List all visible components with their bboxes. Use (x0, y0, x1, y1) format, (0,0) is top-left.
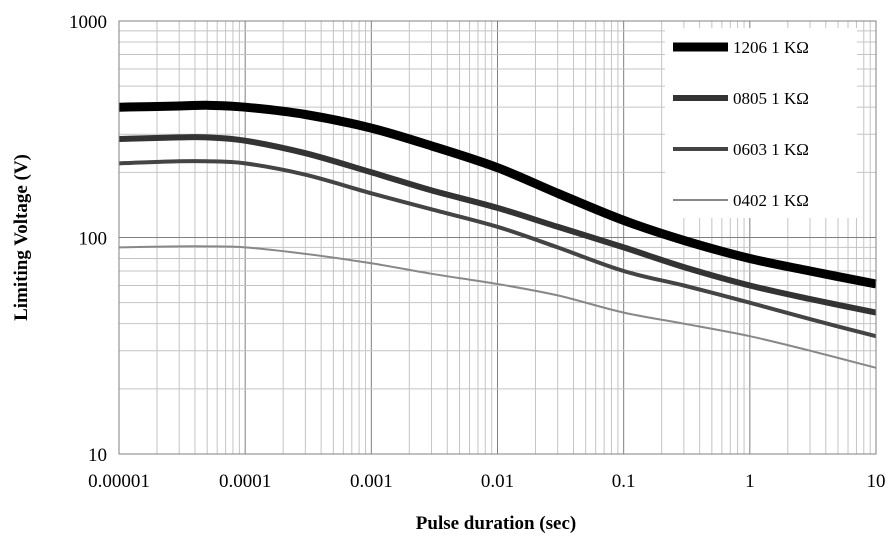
x-tick-label: 0.1 (612, 471, 636, 492)
x-tick-label: 0.001 (350, 471, 393, 492)
x-tick-label: 0.01 (481, 471, 514, 492)
y-tick-label: 100 (79, 229, 108, 250)
legend-label: 0805 1 KΩ (733, 89, 809, 108)
x-tick-label: 0.00001 (88, 471, 150, 492)
x-tick-label: 1 (745, 471, 755, 492)
x-axis-title: Pulse duration (sec) (416, 513, 576, 534)
legend-label: 0402 1 KΩ (733, 191, 809, 210)
legend-label: 0603 1 KΩ (733, 140, 809, 159)
legend: 1206 1 KΩ 0805 1 KΩ 0603 1 KΩ 0402 1 KΩ (665, 28, 857, 218)
x-tick-label: 10 (867, 471, 886, 492)
y-tick-label: 1000 (69, 12, 107, 33)
x-tick-label: 0.0001 (219, 471, 271, 492)
y-axis-title: Limiting Voltage (V) (11, 154, 32, 321)
y-tick-label: 10 (88, 445, 107, 466)
legend-label: 1206 1 KΩ (733, 38, 809, 57)
